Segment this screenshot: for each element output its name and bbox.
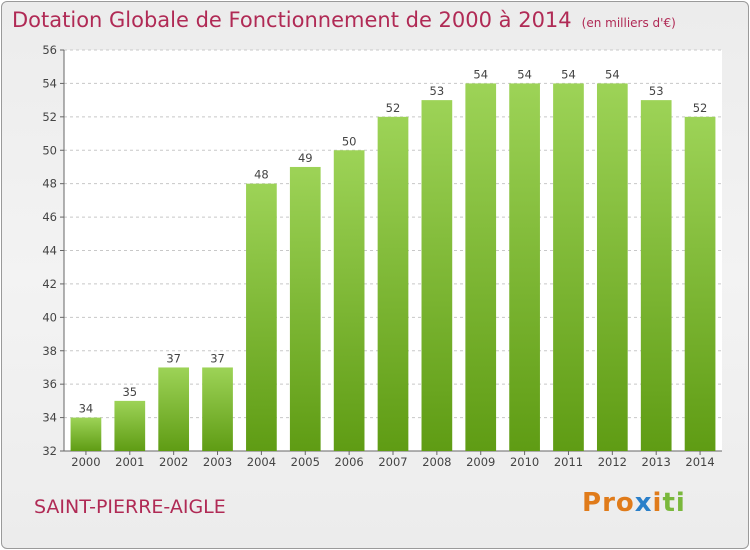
logo-letter: i — [675, 488, 686, 518]
y-tick-label: 56 — [42, 43, 57, 57]
x-tick-label: 2014 — [685, 455, 714, 469]
x-tick-label: 2010 — [510, 455, 539, 469]
y-tick-label: 38 — [42, 344, 57, 358]
logo-letter: o — [615, 488, 635, 518]
x-tick-label: 2005 — [291, 455, 320, 469]
town-name: SAINT-PIERRE-AIGLE — [34, 496, 226, 518]
bar-value-label: 37 — [166, 351, 181, 365]
x-tick-label: 2007 — [378, 455, 407, 469]
bar-value-label: 54 — [561, 67, 576, 81]
title-unit: (en milliers d'€) — [581, 16, 676, 30]
bar-value-label: 50 — [342, 134, 357, 148]
bar-value-label: 54 — [517, 67, 532, 81]
bar — [202, 367, 233, 451]
proxiti-logo: Proxiti — [582, 488, 686, 518]
bar — [684, 116, 716, 451]
y-tick-label: 52 — [42, 110, 57, 124]
logo-letter: t — [662, 488, 676, 518]
x-tick-label: 2009 — [466, 455, 495, 469]
logo-letter: x — [634, 488, 653, 518]
y-tick-label: 32 — [42, 444, 57, 458]
bar — [333, 150, 365, 451]
logo-letter: r — [602, 488, 616, 518]
x-tick-label: 2004 — [247, 455, 276, 469]
y-tick-label: 36 — [42, 377, 57, 391]
y-tick-label: 54 — [42, 76, 57, 90]
bar — [377, 116, 409, 451]
x-tick-label: 2006 — [334, 455, 363, 469]
bar — [114, 400, 146, 451]
x-tick-label: 2003 — [203, 455, 232, 469]
bar — [421, 100, 453, 451]
bar — [70, 417, 102, 451]
bar-value-label: 54 — [473, 67, 488, 81]
bar — [289, 166, 321, 452]
logo-letter: i — [652, 488, 663, 518]
y-tick-label: 34 — [42, 411, 57, 425]
title-text: Dotation Globale de Fonctionnement de 20… — [12, 8, 572, 32]
bar-value-label: 52 — [386, 101, 401, 115]
bar — [158, 367, 190, 451]
bar — [465, 83, 497, 452]
bar-value-label: 54 — [605, 67, 620, 81]
bar-value-label: 53 — [430, 84, 445, 98]
bar — [640, 100, 672, 451]
y-tick-label: 42 — [42, 277, 57, 291]
bar-value-label: 49 — [298, 151, 313, 165]
x-tick-label: 2012 — [598, 455, 627, 469]
x-tick-label: 2013 — [642, 455, 671, 469]
bar — [553, 83, 584, 452]
y-tick-label: 50 — [42, 143, 57, 157]
bar — [246, 183, 277, 451]
bar — [596, 83, 628, 452]
x-tick-label: 2011 — [554, 455, 583, 469]
x-tick-label: 2002 — [159, 455, 188, 469]
x-tick-label: 2001 — [115, 455, 144, 469]
bar-value-label: 34 — [79, 402, 94, 416]
bar-value-label: 48 — [254, 168, 269, 182]
bar-value-label: 52 — [693, 101, 708, 115]
y-tick-label: 44 — [42, 244, 57, 258]
y-tick-label: 40 — [42, 310, 57, 324]
chart-title: Dotation Globale de Fonctionnement de 20… — [12, 8, 676, 32]
x-tick-label: 2008 — [422, 455, 451, 469]
y-tick-label: 48 — [42, 177, 57, 191]
logo-letter: P — [582, 488, 603, 518]
bar-value-label: 35 — [122, 385, 137, 399]
y-tick-label: 46 — [42, 210, 57, 224]
bar-value-label: 53 — [649, 84, 664, 98]
bar-value-label: 37 — [210, 351, 225, 365]
x-tick-label: 2000 — [71, 455, 100, 469]
bar — [509, 83, 540, 452]
